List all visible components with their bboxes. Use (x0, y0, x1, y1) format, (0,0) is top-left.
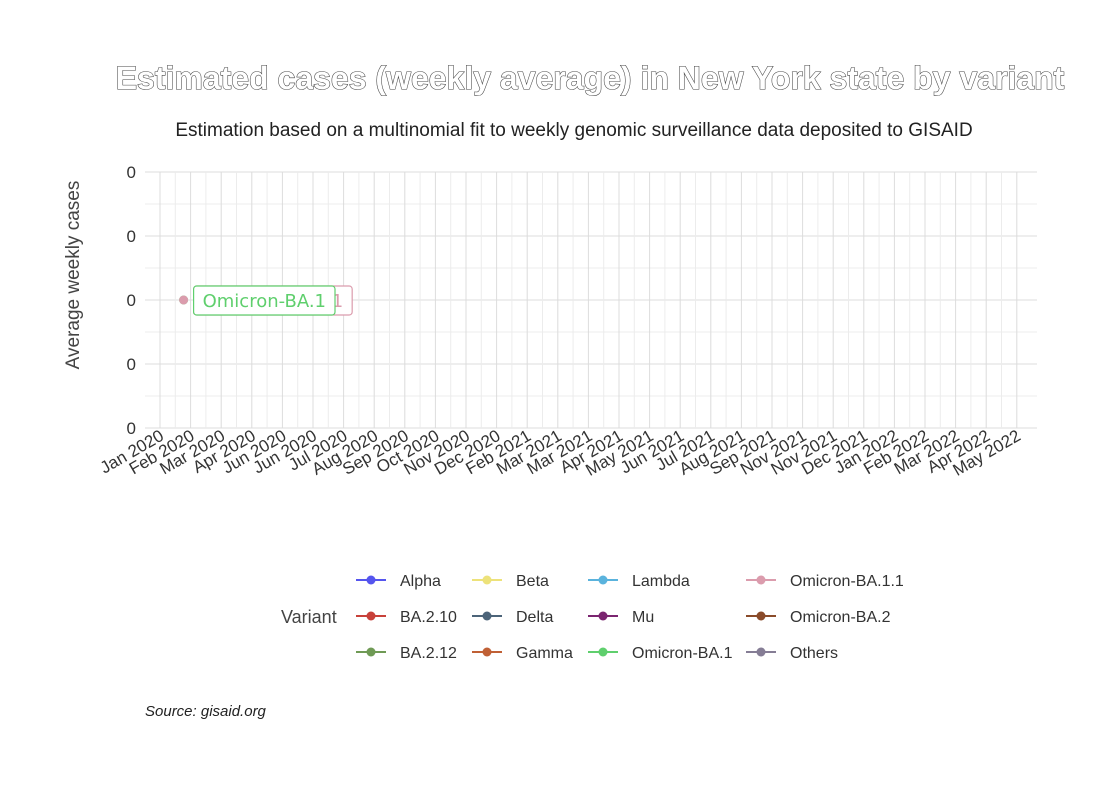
y-axis-title: Average weekly cases (63, 181, 84, 370)
legend-label: Mu (632, 609, 654, 626)
label-text: Omicron-BA.1 (203, 291, 326, 312)
legend-label: BA.2.12 (400, 645, 457, 662)
legend-item-ba.2.12: BA.2.12 (356, 645, 457, 662)
legend-label: Delta (516, 609, 553, 626)
legend-title: Variant (281, 607, 337, 627)
chart-subtitle: Estimation based on a multinomial fit to… (175, 120, 972, 141)
y-tick-label: 0 (127, 163, 136, 182)
y-tick-label: 0 (127, 227, 136, 246)
legend-item-omicron-ba.1.1: Omicron-BA.1.1 (746, 573, 904, 590)
legend-label: Others (790, 645, 838, 662)
legend-label: Omicron-BA.1 (632, 645, 733, 662)
legend-key-point (756, 647, 766, 657)
legend-key-point (756, 611, 766, 621)
legend-item-gamma: Gamma (472, 645, 573, 662)
legend-item-omicron-ba.1: Omicron-BA.1 (588, 645, 733, 662)
legend-label: Omicron-BA.2 (790, 609, 891, 626)
legend-item-alpha: Alpha (356, 573, 441, 590)
label-box (193, 285, 336, 316)
y-tick-label: 0 (127, 419, 136, 438)
y-axis-ticks: 0 0 0 0 0 (127, 163, 136, 438)
legend-key-point (482, 647, 492, 657)
legend-item-mu: Mu (588, 609, 654, 626)
legend-key-point (598, 575, 608, 585)
legend-label: Gamma (516, 645, 573, 662)
chart-caption: Source: gisaid.org (145, 703, 267, 720)
legend: Alpha BA.2.10 BA.2.12 Beta Delta Gamma Lambda M… (356, 573, 904, 662)
legend-key-point (756, 575, 766, 585)
legend-item-others: Others (746, 645, 838, 662)
legend-key-point (366, 611, 376, 621)
y-tick-label: 0 (127, 291, 136, 310)
legend-item-beta: Beta (472, 573, 549, 590)
legend-item-lambda: Lambda (588, 573, 690, 590)
legend-label: Beta (516, 573, 549, 590)
series-label-omicron-ba.1: Omicron-BA.1 (193, 285, 336, 316)
legend-key-point (366, 575, 376, 585)
legend-item-ba.2.10: BA.2.10 (356, 609, 457, 626)
legend-item-delta: Delta (472, 609, 553, 626)
legend-key-point (598, 611, 608, 621)
legend-label: BA.2.10 (400, 609, 457, 626)
legend-label: Lambda (632, 573, 690, 590)
legend-key-point (482, 575, 492, 585)
chart-title: Estimated cases (weekly average) in New … (116, 60, 1065, 96)
legend-item-omicron-ba.2: Omicron-BA.2 (746, 609, 891, 626)
legend-label: Alpha (400, 573, 441, 590)
y-tick-label: 0 (127, 355, 136, 374)
legend-key-point (598, 647, 608, 657)
data-point-omicron-ba.1.1 (179, 295, 189, 305)
legend-key-point (482, 611, 492, 621)
legend-label: Omicron-BA.1.1 (790, 573, 904, 590)
legend-key-point (366, 647, 376, 657)
